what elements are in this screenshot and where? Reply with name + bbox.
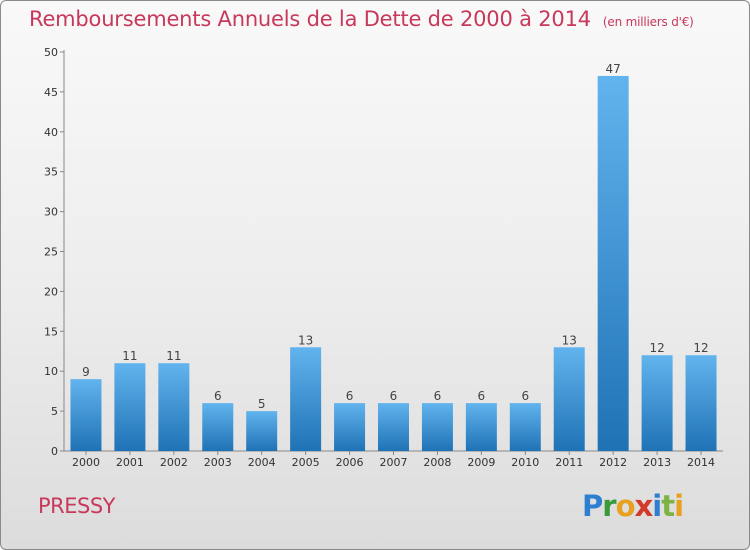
bar — [465, 403, 497, 451]
data-label: 12 — [649, 341, 664, 355]
logo-letter: i — [674, 489, 684, 523]
x-tick-label: 2001 — [116, 456, 144, 469]
data-label: 13 — [298, 333, 313, 347]
data-label: 11 — [122, 349, 137, 363]
logo-letter: r — [602, 489, 616, 523]
logo-letter: o — [615, 489, 636, 523]
data-label: 6 — [390, 389, 398, 403]
y-tick-label: 25 — [44, 246, 58, 259]
y-tick-label: 10 — [44, 365, 58, 378]
data-label: 12 — [693, 341, 708, 355]
bar — [290, 347, 322, 451]
chart-title-text: Remboursements Annuels de la Dette de 20… — [29, 7, 591, 31]
commune-name: PRESSY — [38, 494, 116, 518]
y-tick-label: 15 — [44, 325, 58, 338]
bars — [70, 75, 717, 451]
y-tick-label: 30 — [44, 206, 58, 219]
bar — [70, 379, 102, 451]
x-tick-label: 2005 — [292, 456, 320, 469]
chart-unit: (en milliers d'€) — [602, 15, 694, 29]
data-label: 47 — [606, 62, 621, 76]
y-tick-label: 40 — [44, 126, 58, 139]
data-label: 5 — [258, 397, 266, 411]
logo-letter: P — [582, 489, 603, 523]
logo-letter: t — [661, 489, 675, 523]
data-label: 6 — [434, 389, 442, 403]
x-tick-label: 2008 — [423, 456, 451, 469]
data-label: 6 — [521, 389, 529, 403]
logo-letter: x — [634, 489, 654, 523]
proxiti-logo[interactable]: Proxiti — [582, 489, 684, 523]
data-label: 13 — [562, 333, 577, 347]
x-tick-label: 2009 — [467, 456, 495, 469]
x-tick-label: 2003 — [204, 456, 232, 469]
bar — [202, 403, 234, 451]
x-tick-label: 2014 — [687, 456, 715, 469]
x-tick-label: 2007 — [380, 456, 408, 469]
axes: 0 5 10 15 20 25 30 35 40 45 50 2000 2001 2002 2003 2004… — [44, 46, 723, 469]
bar — [509, 403, 541, 451]
bar — [641, 355, 673, 451]
bar — [597, 75, 629, 451]
data-label: 6 — [346, 389, 354, 403]
y-tick-label: 50 — [44, 46, 58, 59]
y-tick-label: 35 — [44, 166, 58, 179]
data-label: 6 — [478, 389, 486, 403]
x-tick-label: 2004 — [248, 456, 276, 469]
bar — [553, 347, 585, 451]
bar — [421, 403, 453, 451]
bar — [114, 363, 146, 451]
logo-letter: i — [652, 489, 662, 523]
data-label: 11 — [166, 349, 181, 363]
bar — [378, 403, 409, 451]
x-tick-label: 2002 — [160, 456, 188, 469]
x-tick-label: 2006 — [336, 456, 364, 469]
x-tick-label: 2013 — [643, 456, 671, 469]
y-tick-label: 20 — [44, 285, 58, 298]
bar — [685, 355, 717, 451]
bar — [158, 363, 190, 451]
y-tick-label: 5 — [51, 405, 58, 418]
data-label: 9 — [82, 365, 90, 379]
x-tick-label: 2012 — [599, 456, 627, 469]
bar — [334, 403, 366, 451]
x-tick-label: 2010 — [511, 456, 539, 469]
labels: 9 11 11 6 5 13 6 6 6 6 6 13 47 12 12 — [82, 62, 709, 411]
bar — [246, 411, 278, 451]
y-tick-label: 0 — [51, 445, 58, 458]
y-tick-label: 45 — [44, 86, 58, 99]
data-label: 6 — [214, 389, 222, 403]
x-tick-label: 2011 — [555, 456, 583, 469]
chart-title: Remboursements Annuels de la Dette de 20… — [29, 7, 694, 31]
x-tick-label: 2000 — [72, 456, 100, 469]
